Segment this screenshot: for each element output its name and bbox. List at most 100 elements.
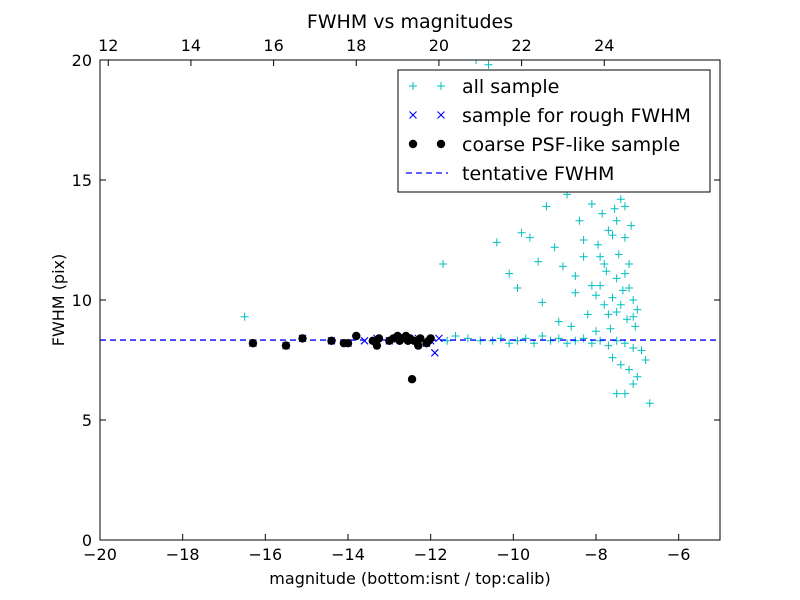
top-x-tick-label: 16 <box>263 36 283 55</box>
all-sample-point <box>608 231 617 240</box>
all-sample-point <box>598 209 607 218</box>
all-sample-point <box>472 60 481 64</box>
top-x-tick-label: 22 <box>511 36 531 55</box>
legend-label-all-sample: all sample <box>462 76 559 98</box>
all-sample-point <box>592 327 600 336</box>
all-sample-point <box>637 346 646 355</box>
legend-marker-all-sample <box>409 82 417 90</box>
rough-fwhm-point <box>430 348 439 357</box>
all-sample-point <box>625 365 634 374</box>
legend-label-sample-for-rough-fwhm: sample for rough FWHM <box>462 105 691 127</box>
all-sample-point <box>625 260 634 268</box>
all-sample-point <box>538 332 547 340</box>
all-sample-point <box>592 291 600 300</box>
all-sample-point <box>618 286 627 295</box>
x-tick-label: −10 <box>496 545 530 564</box>
legend-marker-sample-for-rough-fwhm <box>409 111 417 119</box>
all-sample-point <box>620 202 629 211</box>
all-sample-point <box>505 269 514 278</box>
all-sample-point <box>571 288 580 297</box>
legend-marker-all-sample <box>437 82 445 90</box>
all-sample-point <box>579 252 588 261</box>
all-sample-point <box>463 334 472 343</box>
all-sample-point <box>604 226 613 235</box>
all-sample-point <box>629 380 638 388</box>
x-axis-label: magnitude (bottom:isnt / top:calib) <box>269 569 550 588</box>
psf-like-point <box>372 341 382 350</box>
x-tick-label: −6 <box>667 545 691 564</box>
x-tick-label: −16 <box>248 545 282 564</box>
all-sample-point <box>587 281 596 290</box>
all-sample-point <box>645 399 654 408</box>
all-sample-point <box>488 336 497 345</box>
rough-fwhm-point <box>360 336 369 345</box>
all-sample-point <box>623 315 631 324</box>
y-axis-label: FWHM (pix) <box>49 254 68 347</box>
psf-like-point <box>248 339 258 348</box>
psf-like-point <box>416 334 425 343</box>
all-sample-point <box>606 324 615 333</box>
psf-like-point <box>327 336 336 345</box>
all-sample-point <box>534 257 543 266</box>
all-sample-point <box>620 389 629 398</box>
all-sample-point <box>521 334 530 343</box>
data-group <box>100 60 720 408</box>
x-tick-label: −8 <box>584 545 608 564</box>
legend-label-coarse-psf-like-sample: coarse PSF-like sample <box>462 134 680 156</box>
all-sample-point <box>633 372 642 381</box>
legend: all sample sample for rough FWHM coarse PS… <box>397 69 711 193</box>
all-sample-point <box>596 281 605 290</box>
all-sample-point <box>550 243 559 252</box>
all-sample-point <box>558 262 567 271</box>
x-tick-label: −12 <box>414 545 448 564</box>
all-sample-point <box>513 284 522 292</box>
all-sample-point <box>633 305 642 314</box>
legend-marker-coarse-psf-like-sample <box>436 139 446 149</box>
all-sample-point <box>571 272 580 280</box>
y-tick-label: 10 <box>72 291 92 310</box>
psf-like-point <box>426 334 435 343</box>
y-tick-label: 0 <box>82 531 92 550</box>
top-x-tick-label: 18 <box>346 36 366 55</box>
all-sample-point <box>629 312 638 321</box>
all-sample-point <box>620 233 629 242</box>
legend-marker-coarse-psf-like-sample <box>408 139 418 149</box>
all-sample-point <box>567 322 576 331</box>
all-sample-point <box>604 341 613 350</box>
all-sample-point <box>525 233 534 242</box>
all-sample-point <box>563 339 572 348</box>
all-sample-point <box>610 204 619 213</box>
psf-like-point <box>352 331 361 341</box>
top-x-tick-label: 20 <box>429 36 449 55</box>
all-sample-point <box>612 389 621 398</box>
all-sample-point <box>600 260 609 268</box>
all-sample-point <box>240 312 249 321</box>
top-x-tick-label: 24 <box>594 36 614 55</box>
psf-like-point <box>281 341 291 350</box>
all-sample-point <box>614 250 623 259</box>
all-sample-point <box>596 252 605 261</box>
all-sample-point <box>484 60 493 69</box>
all-sample-point <box>631 322 640 331</box>
legend-box <box>397 69 711 193</box>
all-sample-point <box>538 298 547 307</box>
all-sample-point <box>629 344 638 352</box>
psf-like-point <box>407 375 417 384</box>
all-sample-point <box>542 202 551 211</box>
all-sample-point <box>604 310 613 319</box>
legend-marker-sample-for-rough-fwhm <box>437 111 445 119</box>
all-sample-point <box>587 200 596 208</box>
all-sample-point <box>505 339 514 348</box>
psf-like-point <box>414 341 423 350</box>
all-sample-point <box>616 195 625 204</box>
all-sample-point <box>517 228 526 237</box>
all-sample-point <box>616 300 625 309</box>
all-sample-point <box>451 332 460 340</box>
all-sample-point <box>608 353 617 362</box>
all-sample-point <box>554 334 563 343</box>
psf-like-point <box>298 334 307 343</box>
all-sample-point <box>492 238 501 247</box>
chart-title: FWHM vs magnitudes <box>307 11 513 33</box>
x-tick-label: −20 <box>83 545 117 564</box>
